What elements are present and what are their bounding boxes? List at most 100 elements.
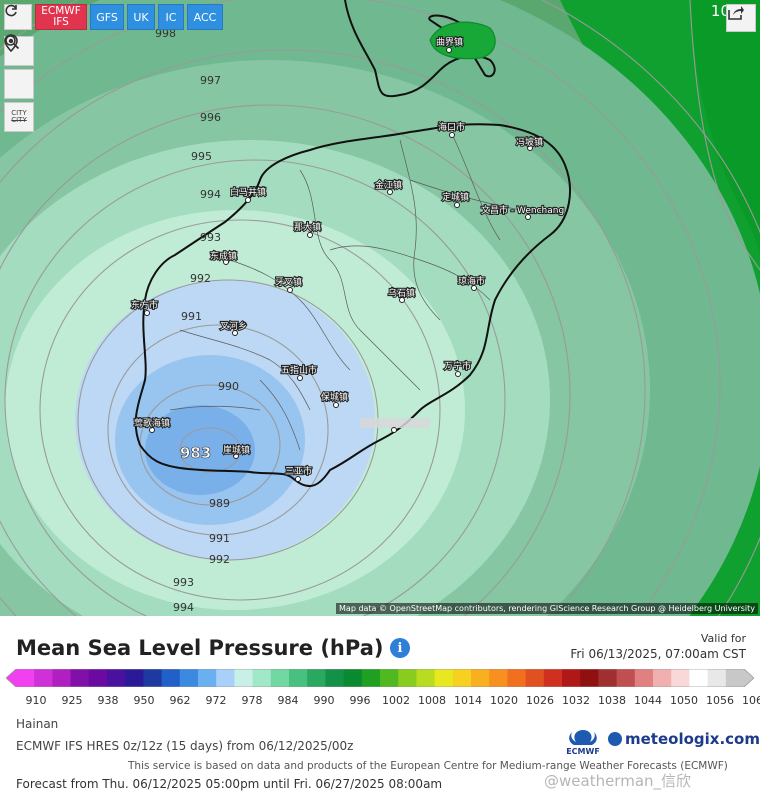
scale-cell xyxy=(343,669,363,687)
scale-cell xyxy=(398,669,417,687)
isobar-label: 992 xyxy=(209,553,230,566)
scale-tick-label: 990 xyxy=(313,694,335,707)
scale-cell xyxy=(525,669,545,687)
scale-cell xyxy=(653,669,672,687)
scale-cell xyxy=(143,669,163,687)
scale-tick-label: 1044 xyxy=(634,694,662,707)
scale-cell xyxy=(671,669,690,687)
scale-cell xyxy=(307,669,326,687)
city-label: 文昌市 - Wenchang xyxy=(481,204,564,216)
side-toolbar: CITY CITY xyxy=(4,34,34,132)
admin-boundaries xyxy=(169,129,521,451)
city-label: 叉河乡 xyxy=(220,320,247,332)
scale-cell xyxy=(252,669,272,687)
isobar-label: 992 xyxy=(190,272,211,285)
model-button-uk[interactable]: UK xyxy=(127,4,155,30)
isobar-label: 991 xyxy=(209,532,230,545)
city-label: 金江镇 xyxy=(375,179,402,191)
city-label: 牙叉镇 xyxy=(275,276,302,288)
isobar-label: 998 xyxy=(155,27,176,40)
info-panel: Mean Sea Level Pressure (hPa) i Valid fo… xyxy=(0,616,760,800)
model-run-info: ECMWF IFS HRES 0z/12z (15 days) from 06/… xyxy=(16,739,354,753)
city-toggle-line1: CITY xyxy=(11,109,27,117)
scale-cell xyxy=(325,669,345,687)
scale-tick-label: 996 xyxy=(349,694,371,707)
scale-tick-label: 1032 xyxy=(562,694,590,707)
page-title: Mean Sea Level Pressure (hPa) xyxy=(16,636,384,660)
model-ecmwf-label: ECMWF xyxy=(41,5,81,17)
scale-tick-label: 1020 xyxy=(490,694,518,707)
city-label: 莺歌海镇 xyxy=(134,417,170,429)
watermark: @weatherman_信欣 xyxy=(544,772,692,790)
scale-cell xyxy=(289,669,308,687)
scale-cell xyxy=(361,669,381,687)
scale-cell xyxy=(34,669,53,687)
scale-cell xyxy=(707,669,727,687)
city-label: 东方市 xyxy=(131,299,158,311)
city-label: 那大镇 xyxy=(294,221,321,233)
scale-cell xyxy=(507,669,527,687)
blurred-label xyxy=(360,418,430,428)
scale-cell xyxy=(107,669,126,687)
map-attribution: Map data © OpenStreetMap contributors, r… xyxy=(336,603,758,614)
scale-tick-label: 950 xyxy=(133,694,155,707)
color-scale-bar xyxy=(6,669,754,687)
scale-tick-label: 938 xyxy=(97,694,119,707)
ecmwf-logo-text: ECMWF xyxy=(566,747,600,756)
scale-tick-label: 1026 xyxy=(526,694,554,707)
city-toggle-line2: CITY xyxy=(11,116,27,124)
city-label: 白马井镇 xyxy=(230,186,266,198)
model-toolbar: ECMWF IFS GFS UK IC ACC xyxy=(4,4,223,30)
model-button-acc[interactable]: ACC xyxy=(187,4,223,30)
scale-cell xyxy=(598,669,618,687)
low-pressure-center-label: 983 xyxy=(180,444,211,462)
refresh-icon[interactable] xyxy=(4,4,32,30)
scale-cell xyxy=(452,669,472,687)
isobar-label: 995 xyxy=(191,150,212,163)
model-button-gfs[interactable]: GFS xyxy=(90,4,124,30)
color-scale-labels: 910 925 938 950 962 972 978 984 990 996 1002 1008 10… xyxy=(16,694,760,708)
scale-cell xyxy=(543,669,563,687)
scale-tick-label: 1050 xyxy=(670,694,698,707)
scale-tick-label: 925 xyxy=(61,694,83,707)
scale-tick-label: 1038 xyxy=(598,694,626,707)
region-name: Hainan xyxy=(16,717,59,731)
scale-cell xyxy=(689,669,709,687)
corner-number: 10 xyxy=(710,2,730,20)
isobar-label: 997 xyxy=(200,74,221,87)
scale-tick-label: 962 xyxy=(169,694,191,707)
scale-cell xyxy=(70,669,90,687)
scale-arrow-left xyxy=(6,669,16,687)
valid-label: Valid for xyxy=(700,632,746,645)
model-button-ic[interactable]: IC xyxy=(158,4,184,30)
model-acc-label: ACC xyxy=(193,10,217,24)
model-button-ecmwf-ifs[interactable]: ECMWF IFS xyxy=(35,4,87,30)
zoom-icon[interactable] xyxy=(4,35,34,99)
isobar-label: 994 xyxy=(173,601,194,614)
model-uk-label: UK xyxy=(133,10,149,24)
valid-date: Fri 06/13/2025, 07:00am CST xyxy=(570,647,746,661)
city-label: 保城镇 xyxy=(321,391,348,403)
scale-cell xyxy=(216,669,235,687)
pressure-map[interactable]: 998 997 996 995 994 993 992 991 990 989 … xyxy=(0,0,760,616)
city-markers: 曲界镇 海口市 冯坡镇 金江镇 白马井镇 定城镇 文昌市 - Wenchang … xyxy=(130,35,565,482)
city-label: 三亚市 xyxy=(285,465,312,477)
city-label: 冯坡镇 xyxy=(516,136,543,148)
info-icon[interactable]: i xyxy=(390,638,410,658)
scale-tick-label: 1008 xyxy=(418,694,446,707)
model-gfs-label: GFS xyxy=(96,10,118,24)
scale-tick-label: 978 xyxy=(241,694,263,707)
share-icon[interactable] xyxy=(726,4,756,32)
city-toggle-icon[interactable]: CITY CITY xyxy=(4,102,34,132)
scale-cell xyxy=(634,669,654,687)
isobar-label: 989 xyxy=(209,497,230,510)
brand-logo[interactable]: meteologix.com xyxy=(608,730,760,748)
location-pin-icon[interactable] xyxy=(4,34,34,66)
scale-tick-label: 1014 xyxy=(454,694,482,707)
scale-cell xyxy=(234,669,254,687)
isobar-label: 994 xyxy=(200,188,221,201)
scale-cell xyxy=(52,669,72,687)
scale-cell xyxy=(416,669,436,687)
scale-tick-label: 910 xyxy=(25,694,47,707)
scale-arrow-right xyxy=(744,669,754,687)
